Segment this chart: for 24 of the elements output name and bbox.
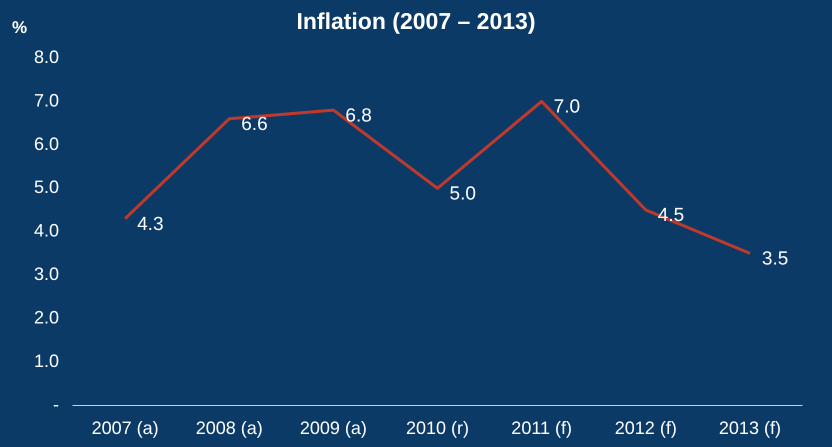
x-tick-label: 2012 (f) [614, 418, 677, 438]
x-tick-label: 2008 (a) [196, 418, 263, 438]
y-tick-label: 7.0 [34, 90, 60, 110]
y-tick-label: 1.0 [34, 350, 60, 371]
y-tick-label: - [53, 394, 60, 414]
y-axis-title: % [12, 18, 28, 38]
x-tick-label: 2010 (r) [406, 418, 470, 438]
x-tick-label: 2009 (a) [300, 418, 367, 438]
data-label: 6.8 [345, 105, 372, 126]
y-tick-label: 5.0 [34, 177, 60, 198]
y-tick-label: 6.0 [34, 134, 60, 154]
data-label: 6.6 [241, 114, 268, 136]
chart-title: Inflation (2007 – 2013) [296, 8, 536, 34]
data-label: 7.0 [554, 96, 580, 118]
y-tick-label: 8.0 [34, 46, 60, 67]
x-tick-label: 2011 (f) [511, 418, 572, 438]
y-tick-label: 4.0 [34, 220, 60, 241]
data-label: 4.3 [137, 214, 164, 235]
y-tick-label: 3.0 [34, 264, 60, 284]
data-label: 3.5 [762, 248, 788, 270]
data-label: 5.0 [450, 184, 476, 205]
y-tick-label: 2.0 [34, 308, 60, 328]
x-tick-label: 2007 (a) [92, 418, 159, 438]
x-tick-label: 2013 (f) [718, 418, 781, 438]
